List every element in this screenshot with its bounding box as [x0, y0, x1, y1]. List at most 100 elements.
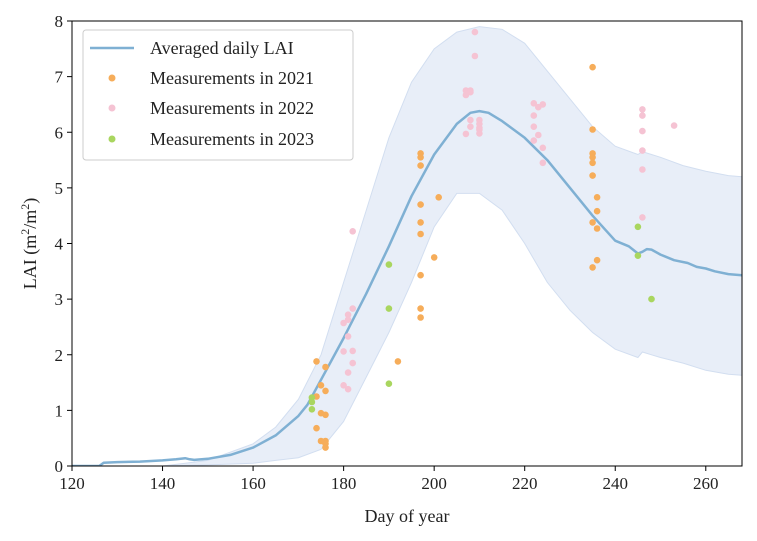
- legend-label-2021: Measurements in 2021: [150, 68, 314, 88]
- point-2022: [344, 369, 352, 376]
- point-2022: [344, 333, 352, 340]
- legend-dot-2021: [108, 74, 116, 82]
- point-2022: [340, 348, 347, 355]
- x-tick-label: 160: [240, 474, 266, 493]
- y-tick-label: 8: [55, 12, 64, 31]
- x-tick-label: 260: [693, 474, 719, 493]
- point-2022: [670, 122, 678, 129]
- point-2023: [634, 252, 642, 259]
- point-2021: [430, 254, 438, 261]
- measurement-points-layer: [308, 28, 678, 451]
- point-2021: [417, 162, 424, 169]
- point-2023: [385, 261, 393, 268]
- point-2022: [639, 214, 646, 221]
- point-2021: [593, 207, 601, 215]
- legend-label-2022: Measurements in 2022: [150, 98, 314, 118]
- point-2022: [530, 112, 538, 119]
- point-2021: [322, 411, 329, 419]
- point-2021: [589, 172, 596, 179]
- y-tick-label: 4: [55, 235, 64, 254]
- point-2021: [322, 387, 329, 395]
- point-2023: [308, 398, 316, 406]
- point-2023: [648, 295, 655, 303]
- point-2021: [589, 264, 596, 271]
- y-axis-ticks: 0 1 2 3 4 5 6 7 8: [55, 12, 72, 476]
- point-2022: [539, 144, 547, 152]
- point-2022: [462, 130, 470, 138]
- y-axis-title-sup: 2: [18, 204, 32, 210]
- legend-label-2023: Measurements in 2023: [150, 129, 314, 149]
- point-2021: [593, 194, 601, 201]
- point-2021: [435, 194, 443, 201]
- x-tick-label: 180: [331, 474, 357, 493]
- point-2021: [417, 271, 424, 279]
- point-2022: [349, 228, 357, 235]
- point-2022: [462, 91, 470, 99]
- point-2022: [530, 100, 538, 107]
- point-2021: [417, 230, 424, 238]
- point-2023: [634, 223, 642, 231]
- x-tick-label: 200: [421, 474, 447, 493]
- legend-dot-2023: [108, 135, 116, 143]
- uncertainty-band: [72, 26, 742, 466]
- point-2023: [308, 406, 316, 413]
- x-axis-title: Day of year: [365, 506, 450, 526]
- point-2021: [394, 358, 402, 365]
- point-2022: [344, 311, 352, 319]
- point-2021: [589, 154, 596, 161]
- point-2022: [349, 305, 357, 312]
- point-2022: [471, 52, 479, 60]
- point-2021: [313, 358, 320, 365]
- point-2022: [639, 112, 646, 119]
- point-2021: [322, 444, 329, 451]
- point-2022: [639, 127, 646, 135]
- point-2022: [639, 147, 646, 154]
- legend: Averaged daily LAI Measurements in 2021 …: [82, 29, 354, 161]
- uncertainty-band-layer: [72, 26, 742, 466]
- point-2022: [349, 359, 357, 367]
- point-2021: [417, 154, 424, 161]
- legend-label-average: Averaged daily LAI: [150, 38, 294, 58]
- point-2022: [530, 137, 538, 144]
- y-axis-title-part: LAI (m: [20, 235, 41, 289]
- y-tick-label: 6: [55, 123, 64, 142]
- point-2022: [539, 159, 547, 167]
- point-2021: [417, 219, 424, 226]
- y-axis-title-sup: 2: [18, 229, 32, 235]
- point-2022: [639, 106, 646, 113]
- y-tick-label: 0: [55, 457, 64, 476]
- point-2022: [639, 166, 646, 173]
- point-2022: [340, 382, 347, 389]
- point-2021: [317, 382, 325, 389]
- average-lai-line: [72, 109, 742, 466]
- point-2023: [385, 305, 393, 312]
- point-2022: [530, 123, 538, 130]
- point-2021: [322, 363, 329, 371]
- y-axis-title: LAI (m2/m2): [18, 198, 41, 290]
- point-2021: [589, 63, 596, 71]
- point-2022: [340, 319, 347, 327]
- point-2022: [476, 130, 483, 137]
- point-2023: [385, 380, 393, 388]
- point-2021: [593, 225, 601, 232]
- legend-box: [82, 29, 354, 161]
- legend-dot-2022: [108, 104, 116, 112]
- point-2022: [467, 123, 474, 130]
- x-tick-label: 120: [59, 474, 85, 493]
- y-axis-title-part: /m: [20, 210, 40, 229]
- point-2022: [471, 28, 479, 36]
- point-2021: [417, 201, 424, 208]
- average-line-layer: [72, 109, 742, 466]
- y-tick-label: 2: [55, 346, 64, 365]
- y-tick-label: 5: [55, 179, 64, 198]
- point-2022: [344, 385, 352, 393]
- point-2021: [589, 159, 596, 167]
- point-2021: [589, 126, 596, 133]
- x-axis-ticks: 120 140 160 180 200 220 240 260: [59, 466, 719, 493]
- point-2021: [417, 314, 424, 321]
- point-2022: [349, 347, 357, 355]
- point-2022: [467, 116, 474, 124]
- point-2021: [417, 305, 424, 312]
- y-tick-label: 3: [55, 290, 64, 309]
